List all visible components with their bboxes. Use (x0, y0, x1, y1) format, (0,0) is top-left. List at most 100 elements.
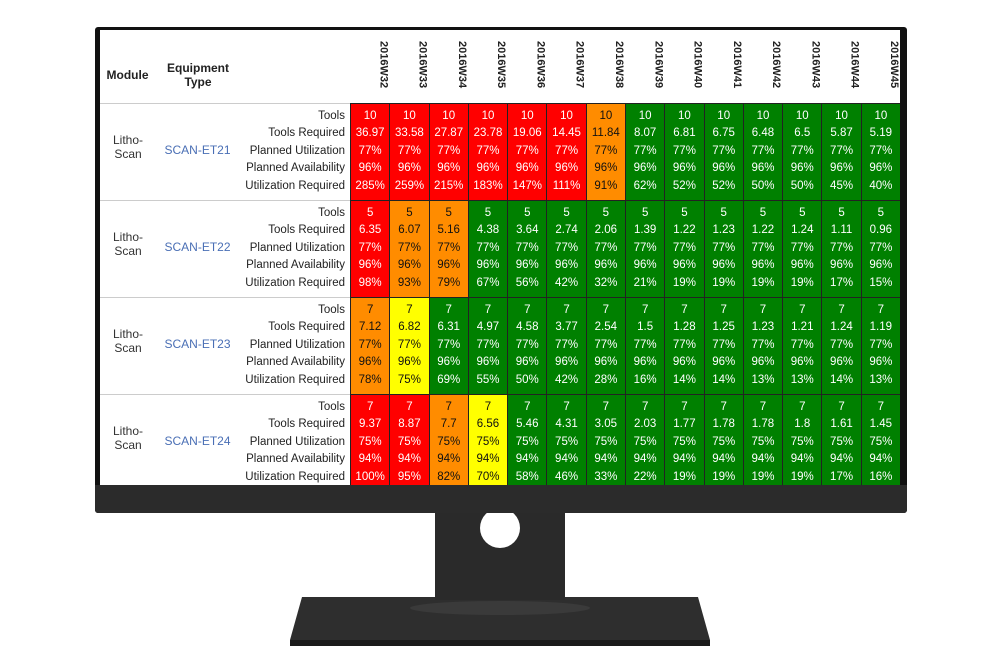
cell-value: 4.97 (476, 321, 500, 334)
cell-value: 96% (397, 162, 421, 175)
cell-value: 1.23 (751, 321, 775, 334)
cell-value: 1.22 (751, 224, 775, 237)
cell-value: 96% (515, 259, 539, 272)
cell-value: 96% (397, 259, 421, 272)
cell-value: 183% (473, 179, 503, 192)
status-cell: 5 2.74 77% 96% 42% (546, 200, 587, 298)
cell-value: 3.64 (516, 224, 539, 237)
equipment-link[interactable]: SCAN-ET24 (164, 434, 231, 448)
cell-value: 0.96 (869, 224, 893, 237)
cell-value: 75% (594, 435, 618, 448)
cell-value: 10 (795, 110, 809, 122)
status-cell: 5 1.22 77% 96% 19% (664, 200, 705, 298)
cell-value: 96% (476, 356, 500, 369)
week-header: 2016W34 (455, 41, 468, 89)
week-header: 2016W32 (377, 41, 390, 89)
cell-value: 96% (555, 162, 579, 175)
cell-value: 10 (560, 110, 573, 122)
cell-value: 77% (397, 338, 421, 351)
cell-value: 77% (358, 144, 382, 157)
cell-value: 1.19 (869, 321, 893, 334)
cell-value: 94% (869, 453, 893, 466)
cell-value: 77% (869, 241, 893, 254)
status-cell: 5 3.64 77% 96% 56% (507, 200, 548, 298)
status-cell: 7 4.58 77% 96% 50% (507, 297, 548, 395)
cell-value: 96% (672, 356, 696, 369)
cell-value: 23.78 (473, 127, 503, 140)
status-cell: 7 4.31 75% 94% 46% (546, 394, 587, 485)
cell-value: 77% (476, 241, 500, 254)
cell-value: 96% (594, 162, 618, 175)
cell-value: 96% (830, 259, 854, 272)
cell-value: 94% (830, 453, 854, 466)
cell-value: 4.31 (555, 418, 578, 431)
cell-value: 21% (633, 276, 657, 289)
cell-value: 1.24 (791, 224, 814, 237)
row-label: Planned Availability (246, 453, 345, 466)
cell-value: 19% (712, 470, 736, 483)
equipment-link[interactable]: SCAN-ET22 (164, 240, 231, 254)
cell-value: 9.37 (358, 418, 382, 431)
cell-value: 14% (672, 373, 696, 386)
cell-value: 6.5 (794, 127, 811, 140)
cell-value: 69% (437, 373, 461, 386)
cell-value: 78% (358, 373, 382, 386)
cell-value: 33.58 (395, 127, 424, 140)
cell-value: 10 (717, 110, 731, 122)
cell-value: 77% (830, 338, 854, 351)
cell-value: 75% (555, 435, 579, 448)
cell-value: 96% (397, 356, 421, 369)
cell-value: 5.87 (830, 127, 853, 140)
status-cell: 7 1.25 77% 96% 14% (703, 297, 744, 395)
cell-value: 5 (838, 207, 845, 219)
cell-value: 96% (633, 356, 657, 369)
cell-value: 77% (751, 338, 775, 351)
status-cell: 7 7.7 75% 94% 82% (428, 394, 469, 485)
status-cell: 7 1.21 77% 96% 13% (782, 297, 823, 395)
cell-value: 6.35 (358, 224, 382, 237)
cell-value: 77% (751, 144, 775, 157)
equipment-link[interactable]: SCAN-ET21 (164, 143, 231, 157)
cell-value: 11.84 (591, 127, 620, 140)
cell-value: 96% (515, 356, 539, 369)
cell-value: 77% (672, 144, 696, 157)
module-name: Litho-Scan (112, 327, 144, 355)
cell-value: 77% (633, 338, 657, 351)
cell-value: 19% (672, 276, 696, 289)
status-cell: 10 27.87 77% 96% 215% (428, 103, 469, 201)
cell-value: 27.87 (434, 127, 464, 140)
cell-value: 14.45 (552, 127, 581, 140)
cell-value: 5 (406, 207, 413, 219)
cell-value: 19% (790, 470, 814, 483)
row-label: Utilization Required (245, 179, 345, 192)
cell-value: 96% (358, 162, 382, 175)
cell-value: 96% (751, 162, 775, 175)
cell-value: 10 (756, 110, 770, 122)
status-cell: 5 2.06 77% 96% 32% (585, 200, 626, 298)
status-cell: 10 19.06 77% 96% 147% (507, 103, 548, 201)
status-cell: 10 6.75 77% 96% 52% (703, 103, 744, 201)
status-cell: 7 1.78 75% 94% 19% (742, 394, 784, 485)
cell-value: 96% (594, 356, 618, 369)
status-cell: 5 1.24 77% 96% 19% (782, 200, 823, 298)
week-header: 2016W35 (495, 41, 508, 89)
cell-value: 75% (751, 435, 775, 448)
cell-value: 75% (830, 435, 854, 448)
cell-value: 96% (790, 259, 814, 272)
row-label: Planned Utilization (249, 241, 345, 254)
row-label: Tools Required (268, 418, 345, 431)
cell-value: 10 (481, 110, 495, 122)
cell-value: 5.19 (869, 127, 893, 140)
cell-value: 75% (476, 435, 500, 448)
cell-value: 75% (358, 435, 382, 448)
cell-value: 7 (445, 401, 452, 413)
cell-value: 91% (594, 179, 618, 192)
equipment-link[interactable]: SCAN-ET23 (164, 337, 231, 351)
cell-value: 77% (555, 338, 579, 351)
cell-value: 5 (524, 207, 531, 219)
cell-value: 7 (720, 304, 727, 316)
status-cell: 7 9.37 75% 94% 100% (350, 394, 391, 485)
status-cell: 5 4.38 77% 96% 67% (467, 200, 509, 298)
cell-value: 82% (437, 470, 461, 483)
cell-value: 7 (563, 401, 570, 413)
